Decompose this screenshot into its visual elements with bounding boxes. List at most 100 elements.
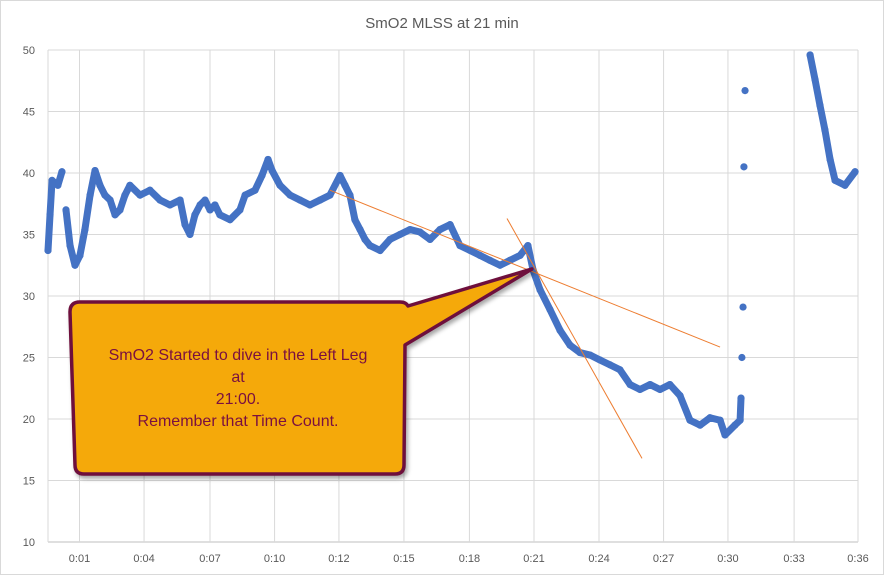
data-point	[676, 392, 684, 400]
data-point	[44, 246, 52, 255]
data-point	[86, 191, 94, 199]
y-tick-label: 10	[23, 537, 35, 549]
data-point	[811, 75, 819, 84]
data-point	[606, 361, 614, 369]
x-tick-label: 0:04	[133, 553, 154, 565]
data-point	[206, 206, 214, 214]
data-point	[66, 241, 74, 250]
data-point	[96, 181, 104, 189]
data-point	[476, 251, 484, 260]
data-point	[146, 186, 154, 194]
data-point	[211, 201, 219, 209]
callout-line-4: Remember that Time Count.	[138, 413, 339, 430]
data-point	[636, 385, 644, 394]
data-point	[456, 241, 464, 250]
data-point	[737, 394, 745, 402]
x-tick-label: 0:33	[783, 553, 804, 565]
data-point	[546, 305, 554, 314]
callout-line-2: at	[231, 369, 245, 386]
data-point	[181, 221, 189, 229]
data-point	[446, 221, 454, 229]
data-point	[740, 163, 748, 171]
data-point	[76, 251, 84, 260]
x-tick-label: 0:01	[69, 553, 90, 565]
x-tick-label: 0:27	[653, 553, 674, 565]
data-points	[44, 51, 859, 439]
data-point	[306, 201, 314, 209]
y-tick-label: 50	[23, 45, 35, 57]
x-tick-label: 0:36	[847, 553, 868, 565]
data-point	[251, 186, 259, 194]
callout-line-3: 21:00.	[216, 391, 260, 408]
data-point	[111, 211, 119, 219]
data-point	[54, 181, 62, 189]
data-point	[586, 351, 594, 359]
data-point	[346, 191, 354, 199]
data-point	[566, 341, 574, 349]
data-point	[616, 366, 624, 374]
data-point	[201, 196, 209, 204]
data-point	[326, 191, 334, 199]
data-point	[496, 261, 504, 269]
y-tick-label: 40	[23, 168, 35, 180]
data-point	[336, 171, 344, 180]
data-point	[396, 230, 404, 239]
data-point	[176, 196, 184, 204]
data-point	[236, 206, 244, 214]
x-tick-label: 0:07	[199, 553, 220, 565]
callout-line-1: SmO2 Started to dive in the Left Leg	[109, 347, 368, 364]
data-point	[656, 385, 664, 394]
data-point	[121, 191, 129, 199]
data-point	[101, 191, 109, 199]
data-point	[406, 225, 414, 234]
data-point	[721, 431, 729, 439]
data-point	[516, 251, 524, 260]
data-point	[258, 171, 266, 180]
data-point	[48, 176, 56, 184]
data-point	[741, 86, 749, 95]
y-tick-label: 20	[23, 414, 35, 426]
data-point	[166, 201, 174, 209]
data-point	[626, 380, 634, 389]
data-point	[696, 421, 704, 429]
y-tick-label: 25	[23, 353, 35, 365]
data-point	[196, 201, 204, 209]
x-tick-label: 0:15	[393, 553, 414, 565]
y-tick-label: 45	[23, 107, 35, 119]
data-point	[71, 261, 79, 269]
data-point	[426, 235, 434, 244]
callout: SmO2 Started to dive in the Left Leg at …	[68, 267, 534, 476]
data-point	[486, 256, 494, 264]
data-point	[351, 216, 359, 224]
data-point	[556, 326, 564, 335]
data-point	[316, 196, 324, 204]
trendline	[506, 218, 643, 459]
x-tick-label: 0:18	[459, 553, 480, 565]
data-point	[58, 168, 66, 176]
data-point	[826, 155, 834, 164]
data-point	[436, 225, 444, 234]
trendlines	[329, 189, 721, 459]
data-point	[821, 126, 829, 134]
x-tick-label: 0:10	[264, 553, 285, 565]
data-point	[841, 181, 849, 189]
data-point	[62, 206, 70, 214]
data-point	[226, 216, 234, 224]
data-point	[666, 380, 674, 389]
data-point	[276, 181, 284, 189]
data-point	[81, 225, 89, 234]
data-point	[356, 225, 364, 234]
data-point	[341, 181, 349, 189]
data-point	[416, 228, 424, 236]
data-point	[806, 51, 814, 59]
y-axis-ticks: 10 15 20 25 30 35 40 45 50	[23, 45, 35, 549]
chart-title: SmO2 MLSS at 21 min	[365, 15, 518, 32]
trendline	[329, 189, 721, 348]
x-tick-label: 0:24	[588, 553, 609, 565]
callout-shape	[68, 267, 534, 476]
data-point	[731, 421, 739, 429]
data-point	[831, 176, 839, 184]
data-point	[366, 241, 374, 250]
data-point	[116, 206, 124, 214]
